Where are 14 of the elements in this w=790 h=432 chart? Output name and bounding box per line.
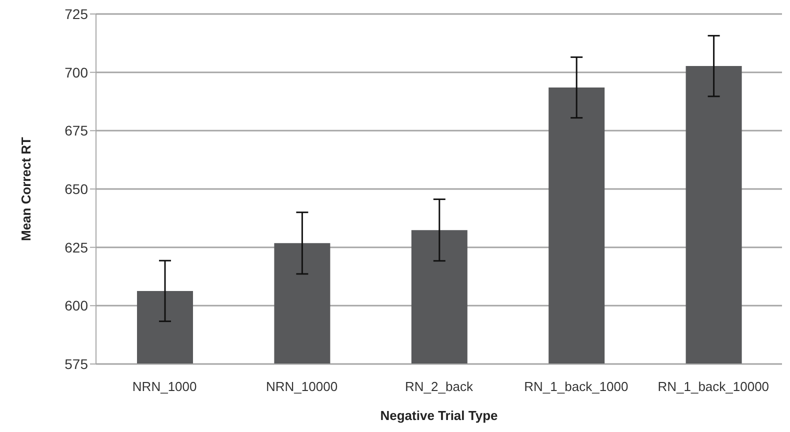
y-tick-label: 600 — [64, 298, 88, 314]
y-tick-label: 575 — [64, 356, 88, 372]
y-axis-title: Mean Correct RT — [18, 136, 34, 242]
x-tick-label: RN_1_back_1000 — [524, 379, 628, 394]
y-tick-label: 700 — [64, 64, 88, 80]
x-tick-label: NRN_1000 — [132, 379, 197, 394]
x-axis-title: Negative Trial Type — [380, 408, 498, 423]
x-tick-label: NRN_10000 — [266, 379, 338, 394]
y-tick-label: 650 — [64, 180, 88, 197]
x-tick-label: RN_1_back_10000 — [658, 379, 770, 394]
x-tick-label: RN_2_back — [405, 379, 474, 394]
y-tick-label: 675 — [64, 122, 88, 139]
y-tick-label: 725 — [64, 6, 88, 22]
y-tick-label: 625 — [64, 239, 88, 256]
